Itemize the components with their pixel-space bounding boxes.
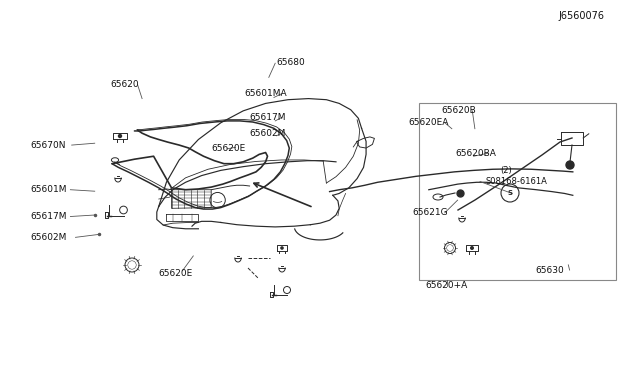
Text: 65601M: 65601M [31, 185, 67, 194]
Text: 65670N: 65670N [31, 141, 66, 150]
Text: 65620BA: 65620BA [456, 149, 497, 158]
Text: 65620E: 65620E [211, 144, 246, 153]
Text: (2): (2) [500, 166, 512, 175]
Text: 65680: 65680 [276, 58, 305, 67]
Text: S: S [508, 190, 513, 196]
Text: S08168-6161A: S08168-6161A [485, 177, 547, 186]
Text: 65620EA: 65620EA [408, 118, 449, 127]
Circle shape [118, 134, 122, 138]
Text: 65620: 65620 [110, 80, 139, 89]
Circle shape [566, 161, 574, 169]
Text: 65601MA: 65601MA [244, 89, 287, 98]
Circle shape [280, 246, 284, 250]
Bar [419, 103, 616, 280]
Text: 65617M: 65617M [31, 212, 67, 221]
Text: J6560076: J6560076 [558, 12, 604, 21]
Text: 65620+A: 65620+A [425, 281, 467, 290]
Circle shape [470, 246, 474, 250]
Text: 65602M: 65602M [250, 129, 286, 138]
Text: 65620E: 65620E [159, 269, 193, 278]
Text: 65617M: 65617M [250, 113, 286, 122]
Text: 65630: 65630 [535, 266, 564, 275]
Text: 65602M: 65602M [31, 233, 67, 242]
Text: 65620B: 65620B [442, 106, 476, 115]
Text: 65621G: 65621G [412, 208, 448, 217]
